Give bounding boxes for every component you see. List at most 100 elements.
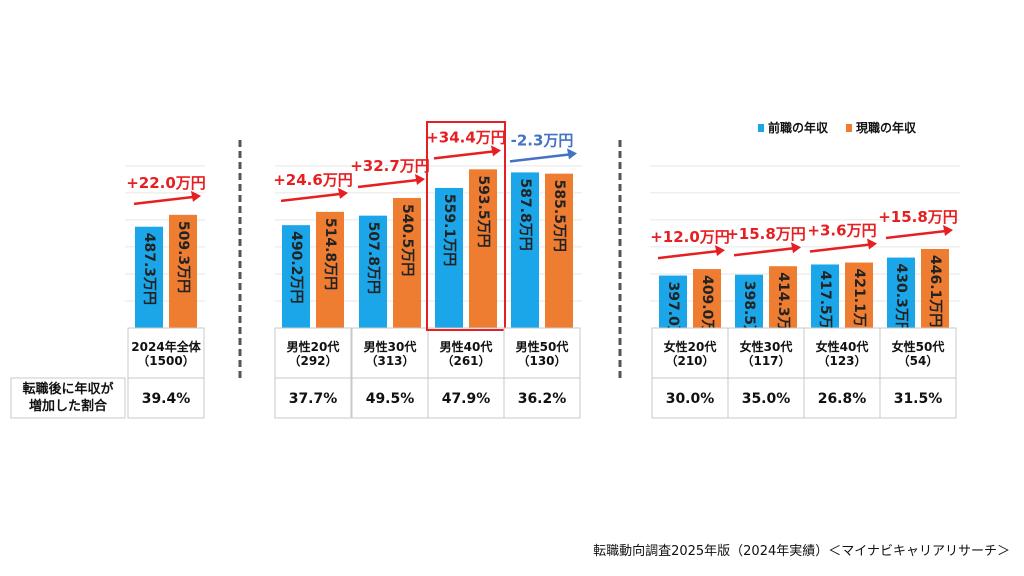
change-arrow — [509, 153, 571, 163]
ratio-value: 31.5% — [894, 391, 943, 407]
change-arrow — [885, 229, 947, 240]
legend-swatch — [758, 124, 764, 132]
category-label: （313） — [365, 353, 414, 368]
bar-previous — [887, 257, 915, 328]
category-label: （261） — [441, 353, 490, 368]
change-arrowhead — [867, 238, 877, 250]
change-label: +3.6万円 — [807, 222, 876, 240]
bar-value-label: 514.8万円 — [322, 218, 338, 290]
bar-value-label: 559.1万円 — [441, 194, 457, 266]
bar-value-label: 593.5万円 — [475, 175, 491, 247]
bar-previous — [135, 226, 163, 328]
bar-value-label: 490.2万円 — [288, 231, 304, 303]
category-cell — [651, 327, 729, 379]
bar-value-label: 417.5万円 — [817, 270, 833, 342]
category-cell — [127, 327, 205, 379]
bar-value-label: 414.3万円 — [775, 272, 791, 344]
category-label: 男性40代 — [440, 339, 493, 354]
change-arrowhead — [491, 145, 501, 157]
ratio-cell — [727, 377, 805, 419]
bar-value-label: 587.8万円 — [517, 178, 533, 250]
bar-previous — [811, 264, 839, 328]
row-label: 増加した割合 — [29, 398, 108, 414]
bar-current — [316, 211, 344, 328]
bar-value-label: 446.1万円 — [927, 255, 943, 327]
category-cell — [803, 327, 881, 379]
ratio-cell — [803, 377, 881, 419]
change-label: +34.4万円 — [426, 128, 506, 146]
bar-previous — [659, 275, 687, 328]
bar-current — [545, 173, 573, 328]
ratio-cell — [879, 377, 957, 419]
ratio-cell — [351, 377, 429, 419]
category-label: （54） — [898, 353, 939, 368]
bar-value-label: 540.5万円 — [399, 204, 415, 276]
change-arrowhead — [415, 173, 425, 185]
bar-current — [693, 269, 721, 328]
category-label: 2024年全体 — [131, 339, 201, 354]
bar-value-label: 487.3万円 — [141, 233, 157, 305]
ratio-value: 49.5% — [366, 391, 415, 407]
change-label: +15.8万円 — [726, 225, 806, 243]
category-label: （1500） — [137, 353, 194, 368]
category-label: 女性30代 — [740, 339, 793, 354]
category-label: （292） — [288, 353, 337, 368]
ratio-cell — [651, 377, 729, 419]
ratio-cell — [427, 377, 505, 419]
ratio-value: 36.2% — [518, 391, 567, 407]
bar-current — [845, 262, 873, 328]
bar-previous — [511, 172, 539, 328]
category-label: 男性20代 — [287, 339, 340, 354]
ratio-value: 35.0% — [742, 391, 791, 407]
bar-current — [393, 197, 421, 328]
bar-previous — [435, 187, 463, 328]
legend-swatch — [846, 124, 852, 132]
highlight-box — [426, 121, 506, 331]
category-label: （123） — [817, 353, 866, 368]
bar-value-label: 421.1万円 — [851, 269, 867, 341]
change-label: +12.0万円 — [650, 228, 730, 246]
change-arrow — [280, 192, 342, 203]
legend-label: 前職の年収 — [768, 120, 829, 135]
ratio-cell — [127, 377, 205, 419]
change-label: +22.0万円 — [126, 174, 206, 192]
bar-current — [169, 214, 197, 328]
legend-label: 現職の年収 — [856, 120, 917, 135]
category-label: 女性40代 — [816, 339, 869, 354]
change-arrowhead — [567, 148, 577, 160]
bar-previous — [282, 225, 310, 328]
source-caption: 転職動向調査2025年版（2024年実績）＜マイナビキャリアリサーチ＞ — [593, 544, 1010, 559]
ratio-value: 47.9% — [442, 391, 491, 407]
ratio-value: 37.7% — [289, 391, 338, 407]
change-label: -2.3万円 — [511, 131, 574, 149]
ratio-value: 26.8% — [818, 391, 867, 407]
bar-previous — [359, 215, 387, 328]
category-label: （130） — [517, 353, 566, 368]
change-arrow — [357, 178, 419, 189]
category-cell — [274, 327, 352, 379]
change-arrow — [657, 249, 719, 260]
row-label-cell — [10, 377, 126, 419]
change-label: +24.6万円 — [273, 171, 353, 189]
change-arrow — [809, 243, 871, 253]
change-arrow — [433, 150, 495, 160]
category-cell — [427, 327, 505, 379]
change-label: +32.7万円 — [350, 157, 430, 175]
category-label: 男性30代 — [364, 339, 417, 354]
bar-value-label: 430.3万円 — [893, 264, 909, 336]
ratio-cell — [274, 377, 352, 419]
change-arrowhead — [791, 242, 801, 254]
bar-previous — [735, 274, 763, 328]
change-arrowhead — [715, 245, 725, 257]
change-arrowhead — [338, 187, 348, 199]
change-label: +15.8万円 — [878, 208, 958, 226]
bar-value-label: 585.5万円 — [551, 180, 567, 252]
bar-value-label: 509.3万円 — [175, 221, 191, 293]
change-arrowhead — [943, 225, 953, 237]
category-label: （117） — [741, 353, 790, 368]
ratio-cell — [503, 377, 581, 419]
bar-value-label: 507.8万円 — [365, 222, 381, 294]
category-cell — [727, 327, 805, 379]
change-arrow — [133, 195, 195, 206]
